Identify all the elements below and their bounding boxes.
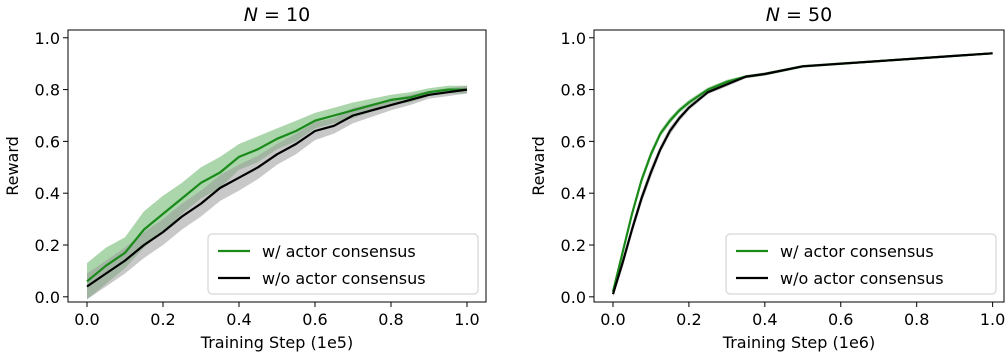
y-tick-label: 0.4: [35, 184, 60, 203]
chart-title-value: = 50: [780, 4, 832, 26]
legend: w/ actor consensus w/o actor consensus: [207, 233, 479, 295]
series-line-2: [86, 88, 468, 288]
y-tick-label: 0.0: [35, 288, 60, 307]
chart-title-variable: N: [766, 4, 780, 26]
legend-entry-2: w/o actor consensus: [262, 269, 426, 288]
y-tick-label: 0.4: [561, 184, 586, 203]
chart-panel-1: N = 10 0.0 0.2 0.4 0.6 0.8 1.0 0.0 0.2 0.4 0.6 0.8 1…: [3, 4, 487, 352]
y-axis-label: Reward: [529, 136, 548, 196]
y-tick-label: 0.8: [561, 81, 586, 100]
legend-entry-1: w/ actor consensus: [780, 242, 934, 261]
chart-title: N = 50: [766, 4, 832, 26]
plot-frame: [593, 29, 1005, 303]
y-tick-label: 0.6: [35, 132, 60, 151]
y-tick-label: 0.2: [35, 236, 60, 255]
x-tick-label: 0.6: [302, 310, 327, 329]
x-tick-label: 0.0: [600, 310, 625, 329]
x-tick-label: 0.8: [378, 310, 403, 329]
legend-box: [725, 233, 997, 295]
x-tick-label: 0.2: [150, 310, 175, 329]
chart-title-value: = 10: [258, 4, 310, 26]
chart-title: N = 10: [244, 4, 310, 26]
plot-frame: [67, 29, 487, 303]
series-line-1: [86, 88, 467, 283]
legend-entry-2: w/o actor consensus: [780, 269, 944, 288]
series-line-2: [611, 52, 993, 295]
series-band-1: [87, 85, 467, 300]
x-tick-label: 0.6: [828, 310, 853, 329]
y-tick-label: 0.8: [35, 81, 60, 100]
x-tick-label: 1.0: [454, 310, 479, 329]
y-tick-label: 0.6: [561, 132, 586, 151]
y-axis-label: Reward: [3, 136, 22, 196]
x-axis-label: Training Step (1e5): [200, 333, 353, 352]
legend-entry-1: w/ actor consensus: [262, 242, 416, 261]
x-tick-label: 0.2: [676, 310, 701, 329]
y-tick-label: 1.0: [561, 29, 586, 48]
chart-title-variable: N: [244, 4, 258, 26]
x-tick-label: 1.0: [980, 310, 1005, 329]
y-tick-label: 1.0: [35, 29, 60, 48]
x-tick-label: 0.4: [752, 310, 777, 329]
legend-box: [207, 233, 479, 295]
x-tick-label: 0.0: [74, 310, 99, 329]
x-tick-label: 0.8: [904, 310, 929, 329]
x-tick-label: 0.4: [226, 310, 251, 329]
chart-panel-2: N = 50 0.0 0.2 0.4 0.6 0.8 1.0 0.0 0.2 0.4 0.6 0.8 1…: [529, 4, 1005, 352]
y-tick-label: 0.2: [561, 236, 586, 255]
y-tick-label: 0.0: [561, 288, 586, 307]
x-axis-label: Training Step (1e6): [722, 333, 875, 352]
legend: w/ actor consensus w/o actor consensus: [725, 233, 997, 295]
